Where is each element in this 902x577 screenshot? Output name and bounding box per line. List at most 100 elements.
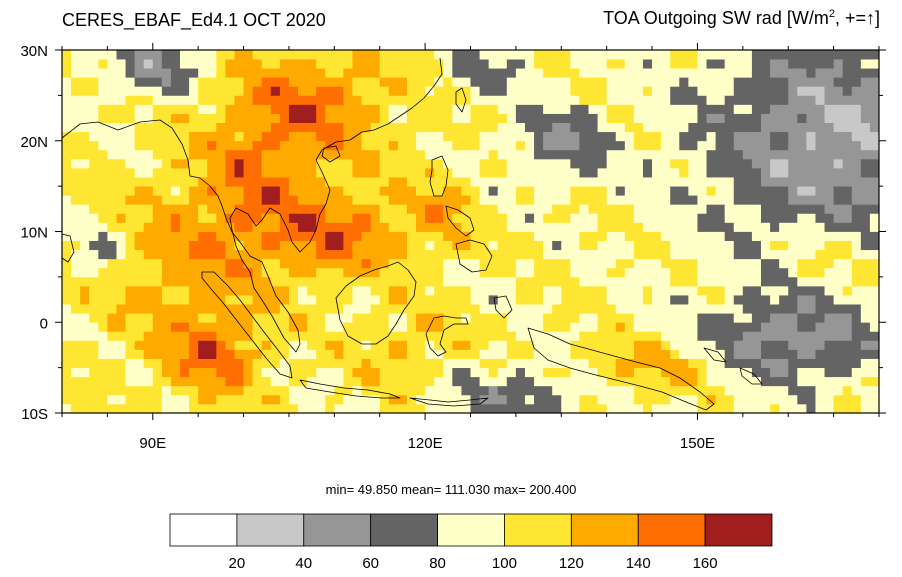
grid-cell [207, 249, 217, 260]
grid-cell [288, 249, 299, 260]
grid-cell [307, 358, 317, 369]
grid-cell [806, 77, 816, 87]
grid-cell [452, 231, 462, 241]
grid-cell [697, 295, 707, 305]
grid-cell [470, 249, 480, 260]
grid-cell [161, 186, 172, 196]
grid-cell [760, 167, 771, 178]
grid-cell [606, 113, 617, 123]
grid-cell [788, 304, 798, 314]
grid-cell [842, 222, 853, 232]
grid-cell [661, 59, 671, 69]
grid-cell [869, 331, 880, 341]
grid-cell [279, 158, 290, 169]
grid-cell [679, 231, 689, 241]
grid-cell [869, 367, 880, 378]
grid-cell [334, 295, 344, 305]
grid-cell [288, 204, 299, 214]
grid-cell [770, 267, 780, 278]
grid-cell [824, 285, 835, 296]
grid-cell [570, 167, 580, 178]
grid-cell [189, 267, 199, 278]
grid-cell [661, 349, 671, 359]
grid-cell [143, 104, 154, 114]
grid-cell [334, 367, 344, 378]
grid-cell [470, 349, 480, 359]
grid-cell [425, 158, 435, 169]
grid-cell [742, 367, 753, 378]
grid-cell [588, 340, 598, 350]
grid-cell [470, 131, 480, 142]
grid-cell [552, 376, 562, 387]
grid-cell [842, 95, 853, 105]
grid-cell [488, 403, 499, 414]
grid-cell [425, 104, 435, 114]
grid-cell [842, 367, 853, 378]
grid-cell [98, 249, 108, 260]
grid-cell [488, 276, 499, 287]
grid-cell [416, 177, 426, 187]
grid-cell [797, 149, 807, 160]
grid-cell [225, 167, 235, 178]
grid-cell [216, 86, 226, 96]
colorbar-swatch [303, 513, 372, 547]
grid-cell [397, 104, 408, 114]
grid-cell [406, 285, 417, 296]
grid-cell [652, 231, 662, 241]
grid-cell [452, 394, 462, 405]
grid-cell [425, 340, 435, 350]
grid-cell [770, 276, 780, 287]
grid-cell [180, 340, 190, 350]
grid-cell [207, 140, 217, 151]
grid-cell [624, 349, 635, 359]
grid-cell [724, 204, 735, 214]
grid-cell [416, 322, 426, 332]
grid-cell [606, 77, 617, 87]
grid-cell [579, 340, 589, 350]
grid-cell [379, 403, 390, 414]
grid-cell [116, 122, 126, 133]
grid-cell [152, 113, 163, 123]
grid-cell [307, 122, 317, 133]
grid-cell [524, 295, 535, 305]
grid-cell [760, 231, 771, 241]
grid-cell [788, 349, 798, 359]
grid-cell [334, 376, 344, 387]
grid-cell [152, 122, 163, 133]
grid-cell [279, 358, 290, 369]
grid-cell [543, 140, 553, 151]
grid-cell [270, 249, 281, 260]
grid-cell [715, 149, 726, 160]
grid-cell [288, 367, 299, 378]
grid-cell [806, 385, 816, 396]
grid-cell [842, 349, 853, 359]
grid-cell [624, 295, 635, 305]
grid-cell [733, 376, 744, 387]
grid-cell [806, 222, 816, 232]
grid-cell [833, 77, 844, 87]
grid-cell [869, 231, 880, 241]
grid-cell [679, 122, 689, 133]
grid-cell [243, 358, 254, 369]
grid-cell [851, 86, 862, 96]
coastline-mindanao [455, 239, 493, 273]
grid-cell [80, 104, 90, 114]
grid-cell [760, 240, 771, 251]
grid-cell [234, 295, 244, 305]
grid-cell [869, 104, 880, 114]
grid-cell [352, 276, 362, 287]
grid-cell [642, 213, 653, 223]
grid-cell [416, 276, 426, 287]
grid-cell [216, 340, 226, 350]
grid-cell [697, 122, 707, 133]
grid-cell [815, 113, 825, 123]
grid-cell [788, 276, 798, 287]
grid-cell [706, 358, 716, 369]
grid-cell [715, 113, 726, 123]
grid-cell [642, 195, 653, 205]
grid-cell [125, 149, 136, 160]
grid-cell [797, 186, 807, 196]
grid-cell [869, 204, 880, 214]
grid-cell [279, 222, 290, 232]
grid-cell [298, 258, 308, 269]
